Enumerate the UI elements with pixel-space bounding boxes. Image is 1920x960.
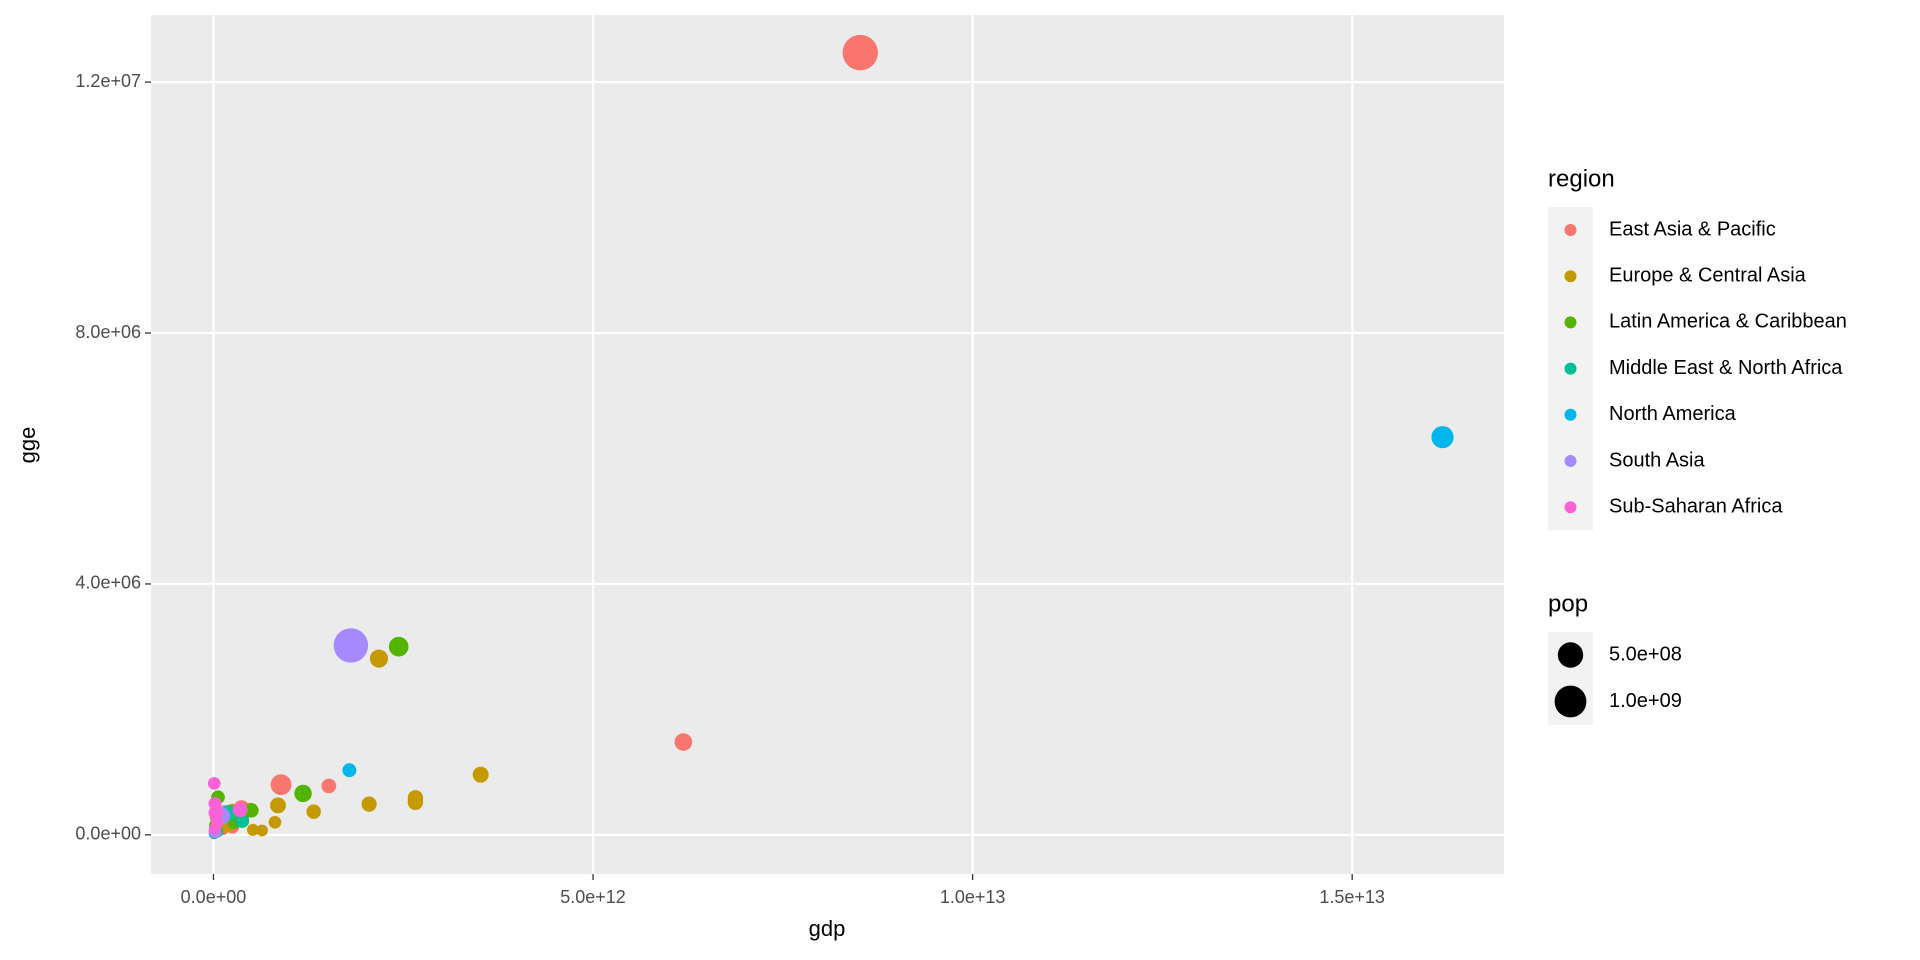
x-tick-label: 1.5e+13: [1319, 887, 1385, 907]
legend-label: East Asia & Pacific: [1609, 218, 1776, 240]
data-point: [235, 814, 250, 828]
legend-label: South Asia: [1609, 449, 1706, 471]
y-tick-label: 4.0e+06: [75, 573, 141, 593]
legend-title: region: [1548, 165, 1615, 192]
data-point: [246, 823, 259, 836]
legend-size-marker: [1557, 642, 1584, 668]
legend-label: Middle East & North Africa: [1609, 357, 1843, 379]
legend-label: North America: [1609, 403, 1737, 425]
data-point: [674, 733, 693, 751]
data-point: [256, 824, 268, 837]
data-point: [294, 784, 312, 803]
data-point: [268, 815, 282, 829]
legend-label: 1.0e+09: [1609, 690, 1682, 712]
x-tick-label: 1.0e+13: [940, 887, 1006, 907]
plot-panel: [151, 15, 1504, 874]
data-point: [342, 763, 357, 778]
x-tick-label: 0.0e+00: [181, 887, 247, 907]
data-point: [270, 774, 292, 796]
legend-marker: [1564, 455, 1577, 467]
legend-size-marker: [1554, 685, 1587, 718]
legend-marker: [1564, 316, 1577, 329]
legend-title: pop: [1548, 590, 1588, 617]
legend-marker: [1564, 270, 1577, 283]
data-point: [232, 802, 248, 818]
legend-label: 5.0e+08: [1609, 643, 1682, 665]
legend-marker: [1564, 408, 1577, 421]
data-point: [270, 797, 286, 814]
y-tick-label: 1.2e+07: [75, 71, 141, 91]
data-point: [842, 34, 878, 71]
x-axis-title: gdp: [809, 916, 846, 941]
data-point: [244, 803, 259, 818]
y-tick-label: 8.0e+06: [75, 322, 141, 342]
legend-label: Latin America & Caribbean: [1609, 311, 1847, 333]
y-axis-title: gge: [15, 427, 40, 464]
data-point: [208, 805, 223, 821]
data-point: [306, 804, 321, 819]
legend-marker: [1564, 362, 1577, 375]
legend-label: Europe & Central Asia: [1609, 264, 1807, 286]
y-tick-label: 0.0e+00: [75, 824, 141, 844]
x-tick-label: 5.0e+12: [560, 887, 626, 907]
data-point: [321, 778, 337, 794]
legend-label: Sub-Saharan Africa: [1609, 495, 1783, 517]
legend-marker: [1564, 224, 1577, 236]
data-point: [361, 796, 377, 812]
data-point: [1431, 426, 1454, 449]
data-point: [388, 636, 409, 657]
data-point: [369, 649, 389, 668]
data-point: [407, 794, 424, 810]
data-point: [207, 777, 221, 790]
legend-marker: [1564, 501, 1577, 514]
data-point: [472, 766, 489, 783]
data-point: [211, 816, 224, 829]
data-point: [333, 628, 369, 663]
